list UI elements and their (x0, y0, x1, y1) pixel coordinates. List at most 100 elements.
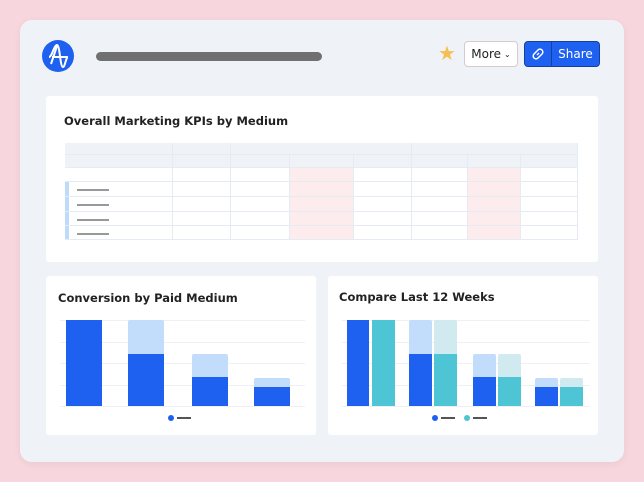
table-cell (173, 168, 231, 182)
gridline (342, 341, 590, 343)
compare-chart-title: Compare Last 12 Weeks (339, 290, 495, 304)
table-header-cell (354, 155, 412, 168)
table-cell (521, 197, 578, 212)
table-header-cell (173, 155, 231, 168)
bar (128, 354, 164, 406)
table-cell (290, 197, 354, 212)
table-cell (521, 168, 578, 182)
gridline (342, 384, 590, 386)
row-label-placeholder (77, 189, 109, 191)
table-cell (173, 226, 231, 240)
star-icon[interactable]: ★ (438, 41, 456, 65)
gridline (60, 406, 305, 407)
link-icon (525, 42, 552, 66)
table-header-cell (173, 143, 231, 155)
row-label-placeholder (77, 218, 109, 221)
legend-label-placeholder (441, 417, 455, 419)
gridline (60, 363, 305, 364)
table-header-cell (231, 143, 290, 155)
table-cell (354, 197, 412, 212)
table-cell (231, 212, 290, 226)
table-cell (290, 212, 354, 226)
table-header-cell (290, 143, 354, 155)
table-cell (231, 182, 290, 197)
table-cell (65, 212, 173, 226)
table-cell (468, 226, 521, 240)
table-cell (65, 168, 173, 182)
more-label: More (471, 47, 502, 61)
table-cell (173, 182, 231, 197)
gridline (342, 406, 590, 407)
table-cell (173, 197, 231, 212)
table-cell (521, 182, 578, 197)
table-header-cell (412, 143, 468, 155)
table-header-cell (231, 155, 290, 168)
table-header-cell (65, 155, 173, 168)
table-header-cell (521, 155, 578, 168)
table-cell (468, 168, 521, 182)
table-header-cell (412, 155, 468, 168)
legend-dot (432, 415, 438, 421)
table-cell (354, 168, 412, 182)
table-cell (521, 226, 578, 240)
chevron-down-icon: ⌄ (504, 49, 511, 59)
kpi-panel-title: Overall Marketing KPIs by Medium (64, 114, 289, 128)
share-button[interactable]: Share (524, 41, 600, 67)
table-cell (231, 226, 290, 240)
row-indicator (65, 226, 69, 239)
table-cell (65, 182, 173, 197)
table-cell (231, 197, 290, 212)
gridline (342, 363, 590, 364)
table-cell (65, 226, 173, 240)
table-header-cell (290, 155, 354, 168)
table-cell (173, 212, 231, 226)
bar (409, 354, 432, 406)
gridline (60, 320, 305, 321)
table-header-cell (521, 143, 578, 155)
conversion-chart-title: Conversion by Paid Medium (58, 291, 238, 305)
kpi-table (65, 143, 578, 240)
table-cell (521, 212, 578, 226)
table-header-cell (468, 155, 521, 168)
table-cell (412, 197, 468, 212)
table-cell (290, 182, 354, 197)
gridline (60, 341, 305, 343)
table-cell (354, 212, 412, 226)
legend-label-placeholder (177, 417, 191, 419)
legend-dot (464, 415, 470, 421)
bar (372, 320, 395, 406)
row-indicator (65, 197, 69, 211)
table-header-cell (65, 143, 173, 155)
bar (347, 320, 369, 406)
bar (473, 376, 496, 406)
row-label-placeholder (77, 232, 109, 235)
bar (192, 376, 228, 406)
table-cell (412, 182, 468, 197)
table-cell (412, 168, 468, 182)
bar (560, 387, 583, 406)
row-indicator (65, 212, 69, 225)
row-indicator (65, 182, 69, 196)
table-cell (231, 168, 290, 182)
table-cell (412, 212, 468, 226)
bar (535, 387, 558, 406)
table-cell (468, 182, 521, 197)
share-label: Share (558, 47, 593, 61)
gridline (60, 384, 305, 386)
more-button[interactable]: More ⌄ (464, 41, 518, 67)
bar (254, 387, 290, 406)
dashboard-title-placeholder (96, 52, 322, 61)
gridline (342, 320, 590, 321)
legend-label-placeholder (473, 417, 487, 419)
table-cell (290, 168, 354, 182)
table-cell (65, 197, 173, 212)
table-header-cell (354, 143, 412, 155)
table-cell (468, 212, 521, 226)
table-cell (354, 226, 412, 240)
table-cell (468, 197, 521, 212)
table-cell (412, 226, 468, 240)
amplitude-logo-icon[interactable] (42, 40, 74, 72)
table-cell (354, 182, 412, 197)
bar (434, 354, 457, 406)
bar (66, 320, 102, 406)
